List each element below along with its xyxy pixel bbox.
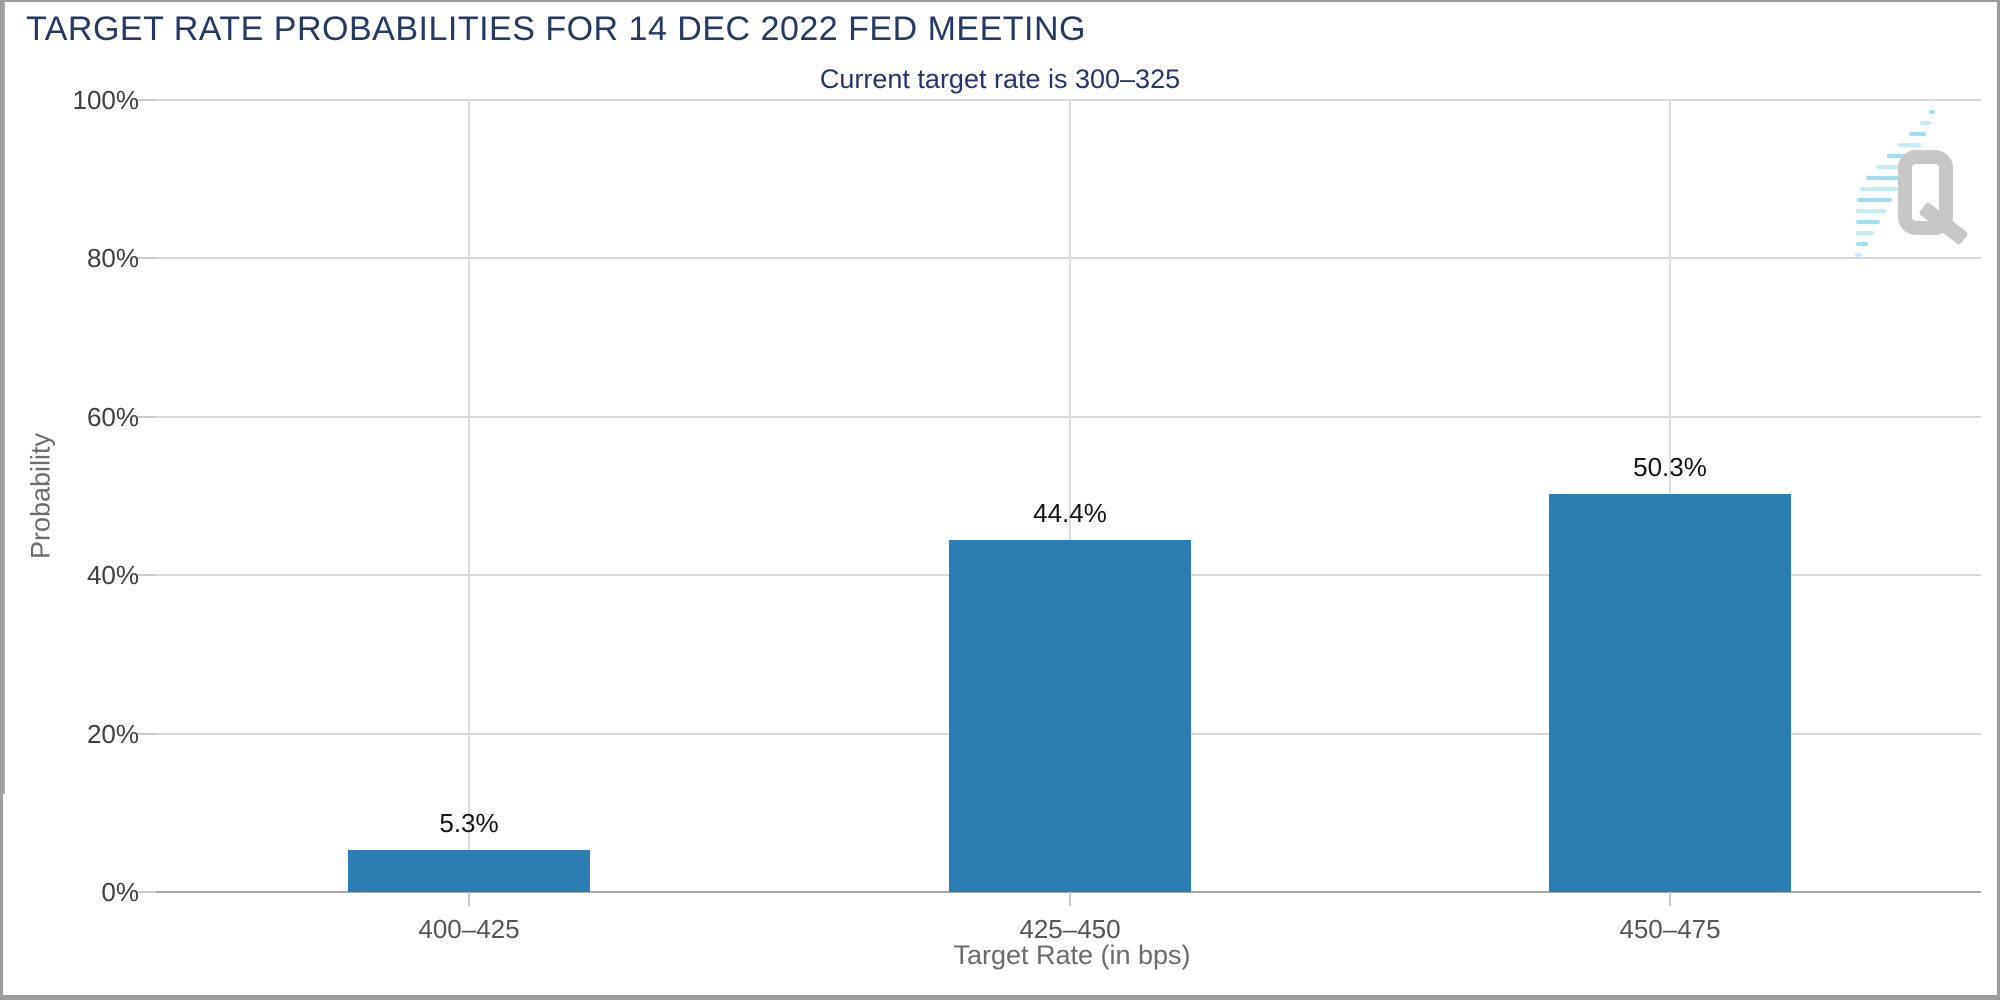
logo-streak-dash — [1856, 220, 1880, 224]
x-tick — [1069, 892, 1071, 906]
x-tick — [468, 892, 470, 906]
logo-streak-dash — [1876, 165, 1910, 169]
v-gridline — [1069, 100, 1071, 892]
y-tick — [135, 99, 156, 101]
y-tick-label: 0% — [101, 877, 139, 907]
y-tick — [135, 732, 156, 735]
logo-streak-dash — [1909, 132, 1926, 136]
y-axis-title: Probability — [25, 432, 56, 560]
x-category-label: 450–475 — [1619, 914, 1721, 944]
logo-streak-dash — [1898, 143, 1921, 147]
bar — [348, 850, 590, 892]
y-tick-label: 60% — [86, 401, 139, 432]
x-category-label: 425–450 — [1019, 914, 1121, 944]
logo-streak-dash — [1856, 242, 1868, 246]
y-tick-label: 100% — [72, 85, 140, 115]
bar-value-label: 44.4% — [1033, 498, 1107, 529]
v-gridline — [468, 100, 470, 892]
y-tick-label: 20% — [86, 718, 139, 749]
y-tick — [135, 415, 156, 418]
logo-streak-dash — [1855, 253, 1862, 257]
q-letter-body — [1898, 150, 1953, 235]
y-tick-label: 80% — [86, 243, 139, 274]
logo-streak-dash — [1866, 176, 1904, 180]
chart-subtitle: Current target rate is 300–325 — [819, 64, 1181, 94]
bar-value-label: 5.3% — [439, 808, 499, 839]
logo-streak-dash — [1860, 187, 1898, 191]
logo-streak-dash — [1856, 231, 1874, 235]
y-tick — [135, 891, 156, 893]
h-gridline — [156, 415, 1981, 418]
bar-value-label: 50.3% — [1633, 451, 1707, 482]
plot-area: 0% 20% 40% 60% 80% 100% 5.3% 400–425 44.4% 425–45… — [3, 2, 1997, 995]
h-gridline — [156, 257, 1981, 260]
logo-streak-dash — [1929, 110, 1935, 114]
x-axis-line — [156, 891, 1981, 893]
y-tick-label: 40% — [86, 560, 139, 591]
x-category-label: 400–425 — [418, 914, 520, 944]
q-watermark-logo — [1833, 102, 1997, 272]
bar — [1549, 493, 1791, 892]
bar — [949, 540, 1191, 892]
h-gridline — [156, 99, 1981, 101]
y-tick — [135, 574, 156, 577]
logo-streak-dash — [1856, 209, 1886, 213]
x-tick — [1669, 892, 1671, 906]
chart-title: TARGET RATE PROBABILITIES FOR 14 DEC 202… — [26, 10, 1086, 48]
y-axis-line — [3, 2, 5, 794]
logo-streak-dash — [1920, 121, 1931, 125]
y-tick — [135, 257, 156, 260]
logo-streak-dash — [1857, 198, 1892, 202]
x-axis-title: Target Rate (in bps) — [953, 940, 1191, 970]
